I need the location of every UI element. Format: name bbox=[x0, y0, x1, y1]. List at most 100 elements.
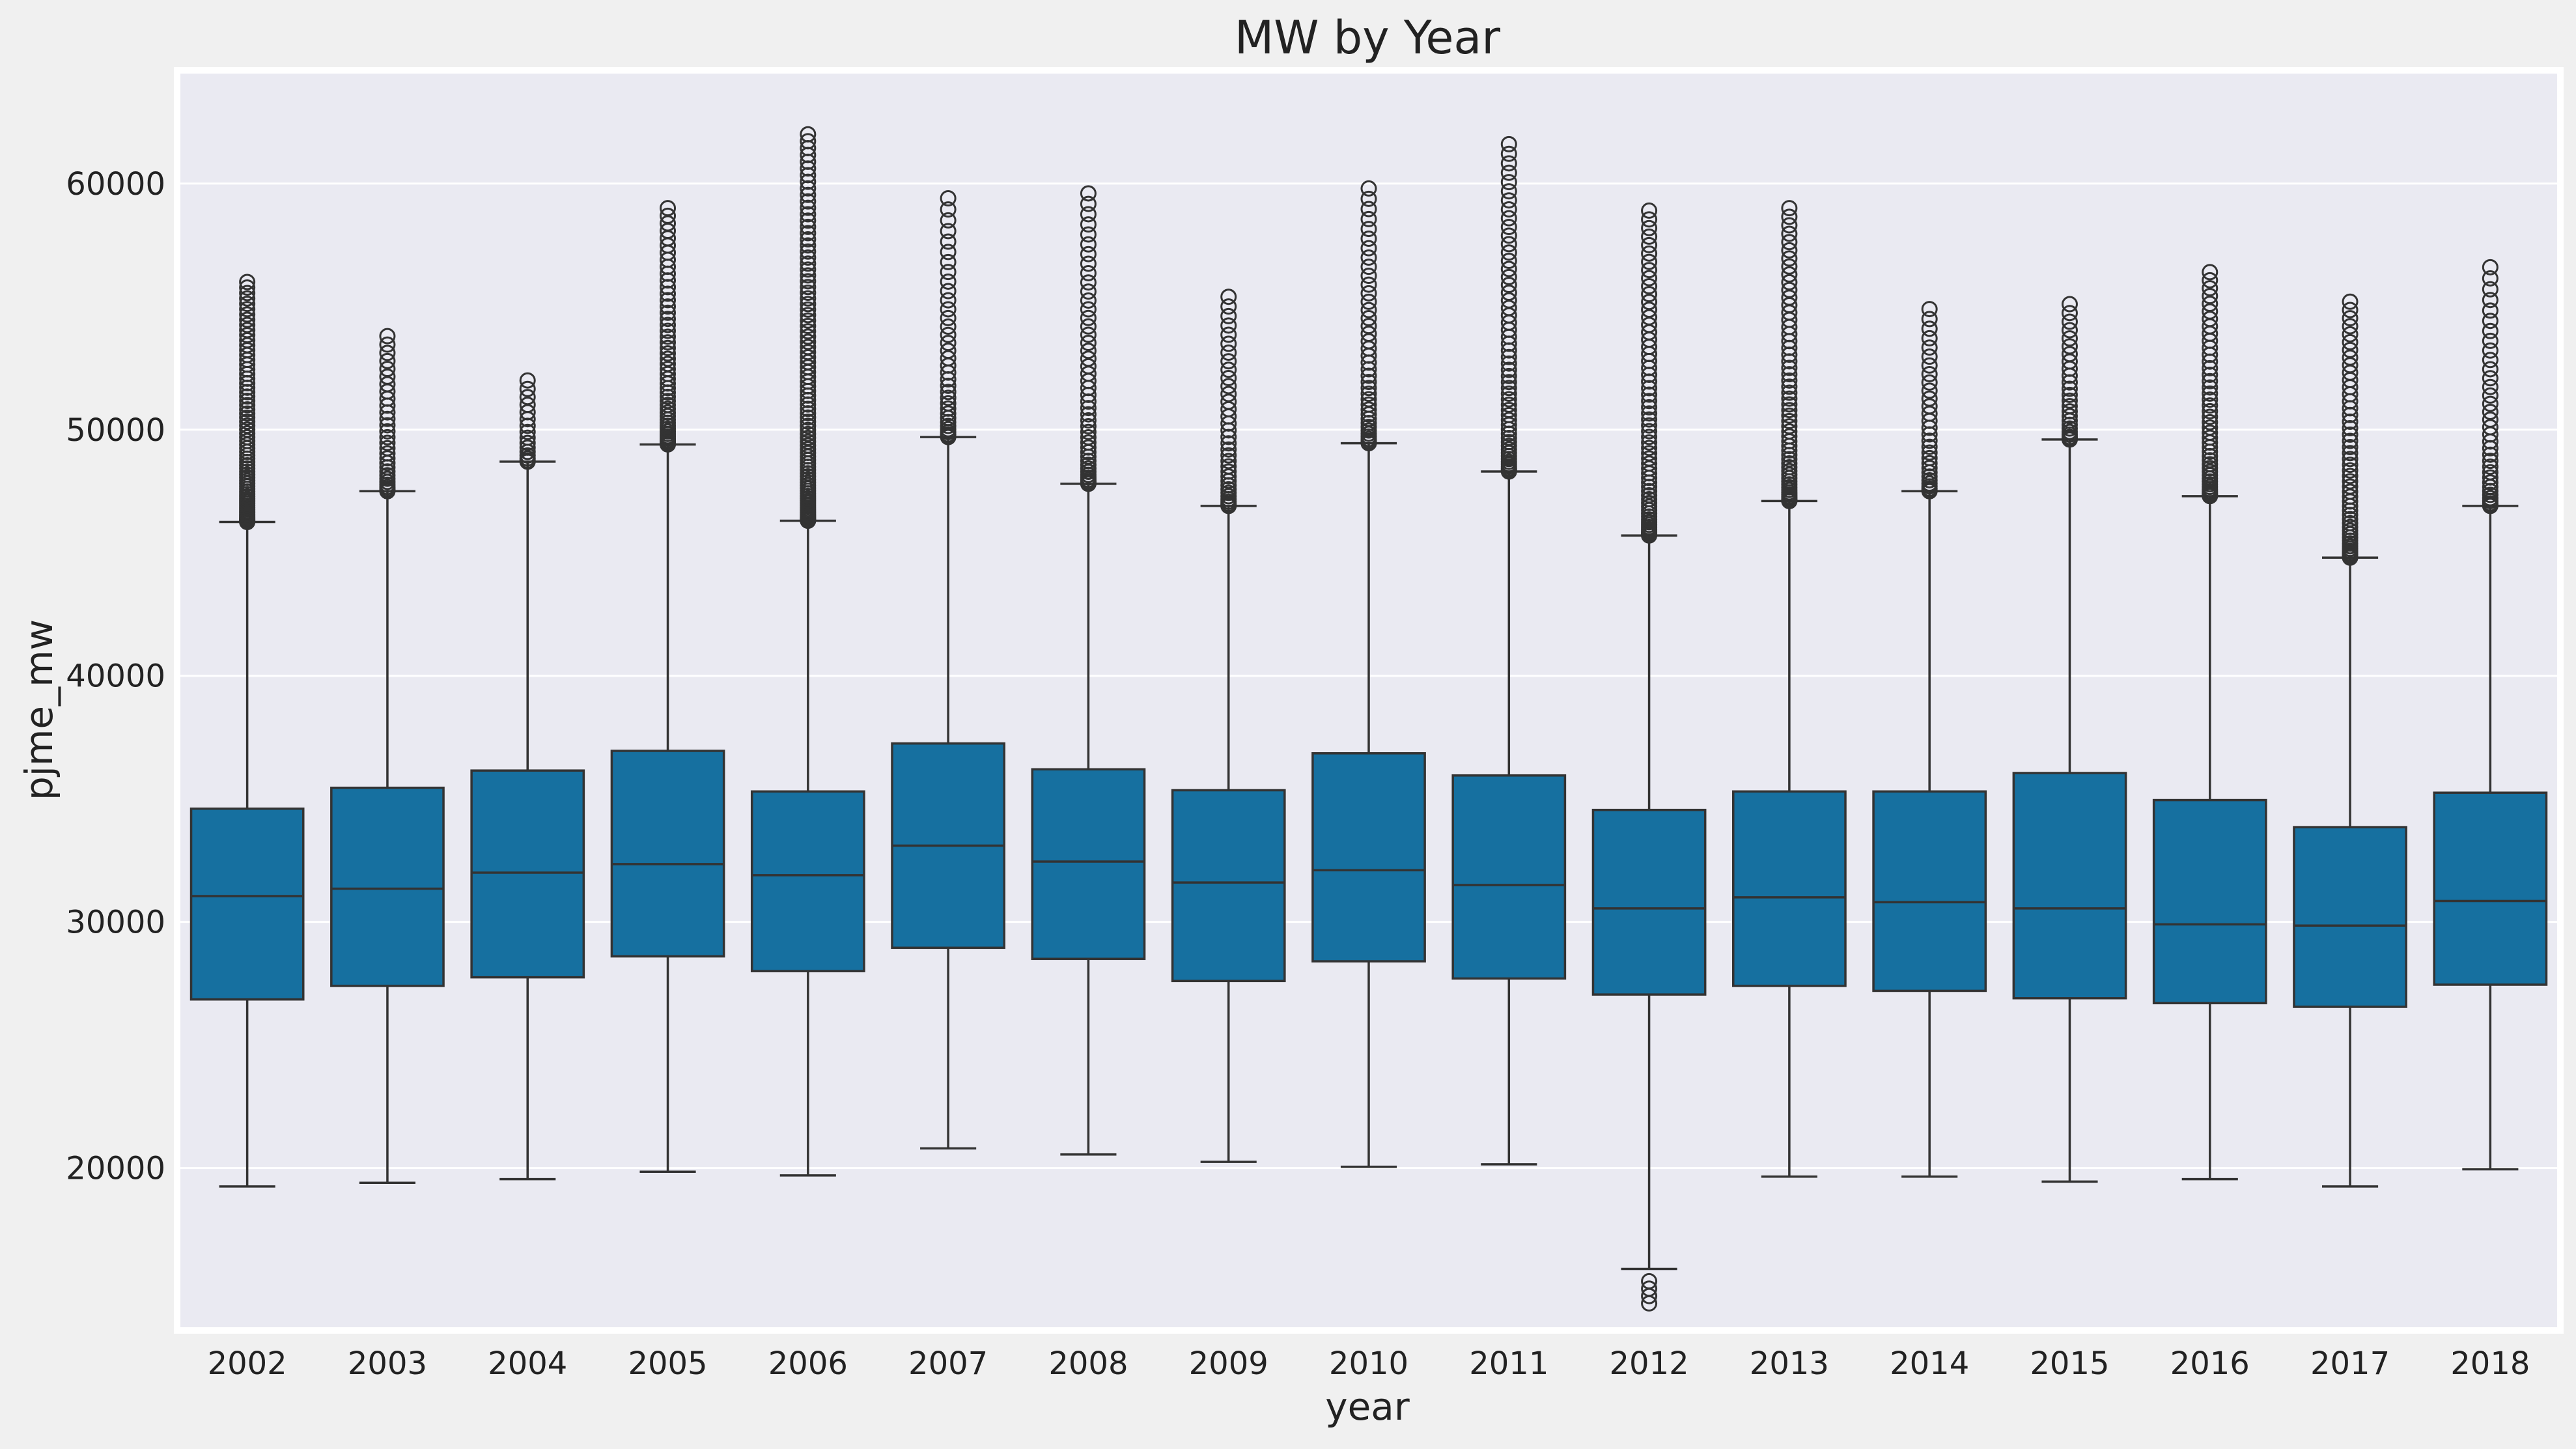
outlier-2006 bbox=[800, 186, 817, 203]
outlier-2011 bbox=[1500, 367, 1517, 384]
outlier-2002 bbox=[239, 409, 256, 426]
outlier-2004 bbox=[519, 423, 536, 440]
outlier-2008 bbox=[1080, 255, 1097, 272]
outlier-2012 bbox=[1641, 486, 1658, 503]
outlier-2013 bbox=[1781, 407, 1798, 424]
outlier-2011 bbox=[1500, 402, 1517, 419]
outlier-2010 bbox=[1360, 221, 1377, 238]
outlier-2009 bbox=[1220, 307, 1237, 324]
outlier-2013 bbox=[1781, 258, 1798, 275]
outlier-2008 bbox=[1080, 264, 1097, 281]
outlier-2006 bbox=[800, 249, 817, 266]
outlier-2002 bbox=[239, 327, 256, 344]
outlier-2016 bbox=[2202, 414, 2219, 430]
outlier-2018 bbox=[2482, 446, 2499, 463]
outlier-2008 bbox=[1080, 206, 1097, 223]
outlier-2006 bbox=[800, 417, 817, 434]
outlier-2013 bbox=[1781, 428, 1798, 445]
outlier-2006 bbox=[800, 173, 817, 190]
outlier-2006 bbox=[800, 255, 817, 272]
outlier-2016 bbox=[2202, 296, 2219, 313]
outlier-2018 bbox=[2482, 458, 2499, 475]
outlier-2012 bbox=[1641, 302, 1658, 318]
outlier-2005 bbox=[660, 334, 677, 351]
outlier-2012 bbox=[1641, 434, 1658, 451]
y-tick-label-20000: 20000 bbox=[66, 1151, 165, 1187]
iqr-box-2003 bbox=[330, 786, 445, 987]
outlier-2016 bbox=[2202, 419, 2219, 436]
outlier-2017 bbox=[2342, 451, 2359, 468]
iqr-box-2009 bbox=[1171, 789, 1286, 983]
outlier-2006 bbox=[800, 409, 817, 426]
outlier-2018 bbox=[2482, 464, 2499, 481]
outlier-2009 bbox=[1220, 447, 1237, 464]
outlier-2008 bbox=[1080, 418, 1097, 435]
outlier-2017 bbox=[2342, 333, 2359, 350]
outlier-2015 bbox=[2061, 380, 2078, 397]
outlier-2007 bbox=[940, 212, 957, 229]
outlier-2011 bbox=[1500, 183, 1517, 200]
outlier-2010 bbox=[1360, 367, 1377, 384]
x-tick-label-2008: 2008 bbox=[1048, 1345, 1128, 1382]
outlier-2017 bbox=[2342, 483, 2359, 500]
outlier-2013 bbox=[1781, 455, 1798, 471]
outlier-2013 bbox=[1781, 225, 1798, 242]
outlier-2016 bbox=[2202, 272, 2219, 288]
outlier-2007 bbox=[940, 301, 957, 318]
outlier-2003 bbox=[379, 440, 396, 457]
outlier-2008 bbox=[1080, 335, 1097, 352]
outlier-2006 bbox=[800, 296, 817, 313]
y-axis-label: pjme_mw bbox=[17, 619, 61, 800]
outlier-2012 bbox=[1641, 202, 1658, 219]
outlier-2005 bbox=[660, 350, 677, 367]
outlier-2016 bbox=[2202, 402, 2219, 419]
outlier-2008 bbox=[1080, 350, 1097, 367]
x-tick-label-2003: 2003 bbox=[348, 1345, 427, 1382]
outlier-2009 bbox=[1220, 344, 1237, 361]
outlier-2006 bbox=[800, 333, 817, 350]
outlier-2010 bbox=[1360, 276, 1377, 293]
outlier-2014 bbox=[1921, 348, 1938, 365]
outlier-2012 bbox=[1641, 228, 1658, 245]
box-2012 bbox=[1591, 202, 1707, 1312]
outlier-2011 bbox=[1500, 434, 1517, 451]
outlier-2009 bbox=[1220, 378, 1237, 395]
outlier-2008 bbox=[1080, 406, 1097, 423]
outlier-2006 bbox=[800, 328, 817, 345]
outlier-2006 bbox=[800, 312, 817, 329]
iqr-box-2008 bbox=[1031, 768, 1146, 961]
outlier-2012 bbox=[1641, 309, 1658, 326]
outlier-2008 bbox=[1080, 301, 1097, 318]
outlier-2002 bbox=[239, 285, 256, 302]
outlier-2012 bbox=[1641, 245, 1658, 262]
outlier-2008 bbox=[1080, 343, 1097, 359]
outlier-2006 bbox=[800, 307, 817, 324]
outlier-2011 bbox=[1500, 277, 1517, 294]
outlier-2009 bbox=[1220, 288, 1237, 305]
outlier-2007 bbox=[940, 405, 957, 422]
outlier-2017 bbox=[2342, 511, 2359, 528]
outlier-2017 bbox=[2342, 473, 2359, 490]
outlier-2013 bbox=[1781, 418, 1798, 435]
outlier-2006 bbox=[800, 267, 817, 284]
outlier-2005 bbox=[660, 317, 677, 333]
outlier-2004 bbox=[519, 434, 536, 451]
iqr-box-2014 bbox=[1872, 790, 1987, 992]
outlier-2007 bbox=[940, 318, 957, 335]
outlier-2013 bbox=[1781, 396, 1798, 413]
outlier-2006 bbox=[800, 318, 817, 335]
outlier-2003 bbox=[379, 410, 396, 427]
outlier-2008 bbox=[1080, 434, 1097, 451]
outlier-2007 bbox=[940, 292, 957, 309]
outlier-2003 bbox=[379, 429, 396, 445]
outlier-2010 bbox=[1360, 380, 1377, 397]
box-2018 bbox=[2433, 259, 2548, 1171]
outlier-2011 bbox=[1500, 227, 1517, 244]
x-tick-label-2018: 2018 bbox=[2450, 1345, 2530, 1382]
outlier-2018 bbox=[2482, 332, 2499, 349]
outlier-2011 bbox=[1500, 292, 1517, 309]
outlier-2012 bbox=[1641, 491, 1658, 508]
box-2008 bbox=[1031, 185, 1146, 1156]
outlier-2009 bbox=[1220, 463, 1237, 480]
outlier-2006 bbox=[800, 261, 817, 278]
